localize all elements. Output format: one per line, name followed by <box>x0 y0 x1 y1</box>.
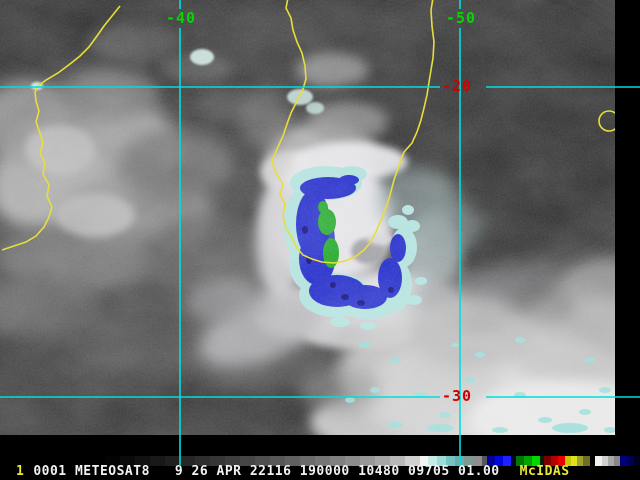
cyclone-eye <box>351 238 385 264</box>
colorbar-segment <box>315 456 330 466</box>
colorbar <box>105 456 640 466</box>
colorbar-segment <box>627 456 634 466</box>
image-info-text: 0001 METEOSAT8 9 26 APR 22116 190000 104… <box>33 464 500 479</box>
colorbar-segment <box>285 456 300 466</box>
colorbar-segment <box>428 456 437 466</box>
colorbar-segment <box>595 456 602 466</box>
colorbar-segment <box>464 456 473 466</box>
colorbar-segment <box>544 456 551 466</box>
colorbar-segment <box>300 456 315 466</box>
colorbar-segment <box>345 456 360 466</box>
frame-number: 1 <box>16 464 25 479</box>
colorbar-segment <box>437 456 446 466</box>
colorbar-segment <box>390 456 405 466</box>
colorbar-segment <box>420 456 428 466</box>
status-bar: 1 0001 METEOSAT8 9 26 APR 22116 190000 10… <box>16 464 570 479</box>
colorbar-segment <box>614 456 620 466</box>
colorbar-segment <box>620 456 627 466</box>
grid-label-lat-30: -30 <box>442 387 473 405</box>
enhancement-cyan-fringe <box>284 166 427 330</box>
reunion-island-outline <box>598 110 615 132</box>
colorbar-segment <box>446 456 455 466</box>
colorbar-segment <box>577 456 583 466</box>
colorbar-segment <box>360 456 375 466</box>
colorbar-segment <box>590 456 595 466</box>
colorbar-segment <box>150 456 165 466</box>
film-grain <box>0 0 615 435</box>
colorbar-segment <box>225 456 240 466</box>
colorbar-segment <box>608 456 614 466</box>
colorbar-segment <box>565 456 571 466</box>
colorbar-segment <box>524 456 532 466</box>
grid-label-lon-50: -50 <box>446 9 477 27</box>
enhancement-green-core <box>318 201 339 268</box>
coastline-layer <box>1 0 615 264</box>
colorbar-segment <box>180 456 195 466</box>
colorbar-segment <box>210 456 225 466</box>
ocean-layer <box>0 0 615 435</box>
colorbar-segment <box>240 456 255 466</box>
colorbar-segment <box>405 456 420 466</box>
colorbar-segment <box>487 456 495 466</box>
cloud-texture <box>0 0 615 435</box>
cold-speckles <box>345 337 615 433</box>
colorbar-segment <box>516 456 524 466</box>
colorbar-segment <box>540 456 544 466</box>
colorbar-segment <box>135 456 150 466</box>
madagascar-coastline <box>271 0 435 264</box>
colorbar-segment <box>551 456 558 466</box>
colorbar-segment <box>571 456 577 466</box>
colorbar-segment <box>583 456 590 466</box>
africa-coastline <box>1 5 121 251</box>
colorbar-segment <box>165 456 180 466</box>
colorbar-segment <box>532 456 540 466</box>
colorbar-segment <box>495 456 503 466</box>
colorbar-segment <box>105 456 120 466</box>
colorbar-segment <box>330 456 345 466</box>
mcidas-label: McIDAS <box>519 464 570 479</box>
enhancement-navy-specks <box>302 226 394 306</box>
colorbar-segment <box>120 456 135 466</box>
colorbar-segment <box>375 456 390 466</box>
colorbar-segment <box>511 456 516 466</box>
grid-label-lon-40: -40 <box>166 9 197 27</box>
colorbar-segment <box>255 456 270 466</box>
graticule-layer <box>0 0 640 466</box>
colorbar-segment <box>503 456 511 466</box>
colorbar-segment <box>602 456 608 466</box>
colorbar-segment <box>473 456 482 466</box>
colorbar-segment <box>634 456 640 466</box>
enhancement-blue-core <box>296 175 406 309</box>
colorbar-segment <box>270 456 285 466</box>
colorbar-segment <box>482 456 487 466</box>
grid-label-lat-20: -20 <box>442 77 473 95</box>
colorbar-segment <box>195 456 210 466</box>
cloud-layer <box>0 24 615 435</box>
colorbar-segment <box>558 456 565 466</box>
